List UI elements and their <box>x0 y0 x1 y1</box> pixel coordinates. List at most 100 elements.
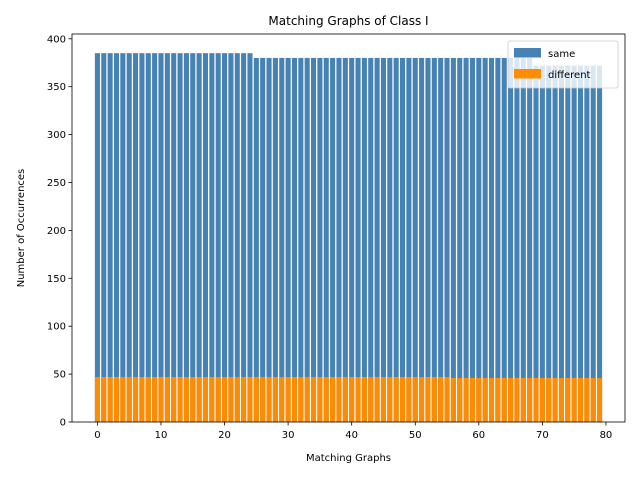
bar-different-21 <box>228 376 234 422</box>
bar-same-16 <box>196 53 202 422</box>
bar-different-10 <box>158 376 164 422</box>
bar-same-65 <box>508 57 514 422</box>
bar-different-70 <box>539 377 545 422</box>
bar-same-42 <box>361 57 367 422</box>
legend-label-different: different <box>548 70 591 81</box>
bar-same-40 <box>349 57 355 422</box>
bar-different-38 <box>336 376 342 422</box>
bar-different-26 <box>260 376 266 422</box>
bar-different-29 <box>279 376 285 422</box>
x-tick-label: 50 <box>409 430 422 441</box>
bar-different-40 <box>349 376 355 422</box>
bar-same-68 <box>527 57 533 422</box>
bar-different-35 <box>317 376 323 422</box>
bar-same-44 <box>374 57 380 422</box>
bar-different-31 <box>291 376 298 422</box>
bar-different-4 <box>120 376 126 422</box>
bar-different-41 <box>355 376 361 422</box>
bar-same-29 <box>279 57 285 422</box>
bar-same-48 <box>399 57 406 422</box>
x-axis-ticks: 0 10 20 30 40 50 60 70 80 <box>94 422 612 441</box>
bar-different-51 <box>419 376 425 422</box>
bar-different-18 <box>209 376 215 422</box>
bar-same-31 <box>291 57 298 422</box>
bar-same-9 <box>152 53 158 422</box>
series-different-bars <box>94 376 603 422</box>
x-tick-label: 70 <box>536 430 549 441</box>
bar-same-59 <box>469 57 475 422</box>
legend-label-same: same <box>548 49 575 60</box>
bar-different-25 <box>253 376 259 422</box>
bar-different-69 <box>533 377 539 422</box>
bar-different-60 <box>476 377 482 422</box>
bar-same-66 <box>514 57 520 422</box>
bar-different-64 <box>501 377 507 422</box>
bar-same-45 <box>380 57 387 422</box>
bar-different-76 <box>577 377 584 422</box>
y-axis-label: Number of Occurrences <box>16 169 27 288</box>
bar-same-33 <box>304 57 310 422</box>
bar-different-58 <box>463 377 469 422</box>
bar-same-7 <box>139 53 145 422</box>
bar-different-9 <box>152 376 158 422</box>
x-tick-label: 0 <box>94 430 100 441</box>
plot-area-frame <box>71 33 626 423</box>
bar-different-43 <box>368 376 374 422</box>
bar-same-53 <box>431 57 437 422</box>
y-tick-label: 250 <box>47 178 66 189</box>
bar-same-72 <box>552 65 558 423</box>
bar-different-59 <box>469 377 475 422</box>
bar-same-20 <box>222 53 228 422</box>
bar-different-47 <box>393 376 399 422</box>
bar-same-51 <box>419 57 425 422</box>
chart-title: Matching Graphs of Class I <box>268 14 428 28</box>
bar-different-11 <box>164 376 170 422</box>
bar-same-71 <box>546 65 552 423</box>
y-tick-label: 150 <box>47 274 66 285</box>
bar-same-67 <box>520 57 526 422</box>
bar-different-5 <box>126 376 132 422</box>
bar-same-60 <box>476 57 482 422</box>
bar-same-79 <box>597 65 603 423</box>
bar-different-61 <box>482 377 488 422</box>
bar-different-48 <box>399 376 406 422</box>
bar-different-46 <box>387 376 393 422</box>
bar-same-55 <box>444 57 450 422</box>
bar-same-6 <box>133 53 139 422</box>
bar-same-12 <box>171 53 177 422</box>
x-tick-label: 60 <box>472 430 485 441</box>
x-tick-label: 40 <box>345 430 358 441</box>
bar-same-4 <box>120 53 126 422</box>
bar-same-24 <box>247 53 253 422</box>
bar-different-71 <box>546 377 552 422</box>
bar-same-11 <box>164 53 170 422</box>
x-tick-label: 80 <box>600 430 613 441</box>
bar-same-37 <box>330 57 336 422</box>
bar-different-54 <box>438 376 444 422</box>
bar-different-62 <box>488 377 495 422</box>
bar-different-6 <box>133 376 139 422</box>
bar-different-49 <box>406 376 412 422</box>
y-tick-label: 400 <box>47 34 66 45</box>
bar-different-8 <box>145 376 151 422</box>
bar-same-62 <box>488 57 495 422</box>
x-tick-label: 20 <box>218 430 231 441</box>
bar-different-75 <box>571 377 577 422</box>
bar-different-24 <box>247 376 253 422</box>
bar-same-73 <box>558 65 564 423</box>
bar-same-23 <box>241 53 247 422</box>
bar-different-42 <box>361 376 367 422</box>
bar-different-23 <box>241 376 247 422</box>
bar-same-13 <box>177 53 183 422</box>
bar-same-35 <box>317 57 323 422</box>
bar-different-65 <box>508 377 514 422</box>
legend-swatch-same <box>514 48 541 58</box>
bar-different-13 <box>177 376 183 422</box>
bar-different-1 <box>101 376 107 422</box>
bar-different-14 <box>183 376 189 422</box>
bar-different-63 <box>495 377 501 422</box>
bar-different-33 <box>304 376 310 422</box>
bar-same-22 <box>234 53 240 422</box>
bar-same-50 <box>412 57 418 422</box>
bar-same-30 <box>285 57 291 422</box>
